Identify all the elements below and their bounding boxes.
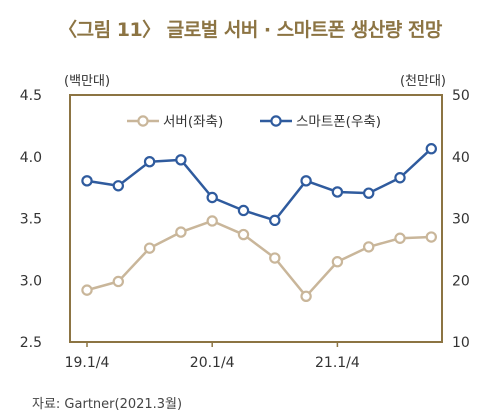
data-point-smartphone — [331, 186, 344, 198]
x-tick-label: 21.1/4 — [315, 355, 360, 371]
data-point-smartphone — [237, 204, 250, 217]
data-point-smartphone — [175, 154, 187, 166]
legend: 서버(좌축) 스마트폰(우축) — [127, 114, 381, 130]
data-point-server — [394, 232, 406, 244]
x-tick-label: 19.1/4 — [65, 355, 110, 371]
chart-title: 〈그림 11〉 글로벌 서버 · 스마트폰 생산량 전망 — [58, 19, 442, 41]
y-right-unit-label: (천만대) — [400, 74, 446, 89]
series-smartphone — [81, 143, 437, 227]
y-right-tick-label: 10 — [452, 335, 470, 351]
data-point-server — [206, 215, 218, 227]
legend-marker-server — [137, 115, 149, 127]
plot-frame — [69, 94, 443, 343]
source-note: 자료: Gartner(2021.3월) — [32, 397, 183, 412]
y-left-tick-label: 4.5 — [20, 88, 42, 104]
data-point-server — [331, 256, 344, 268]
series-layer — [81, 143, 437, 303]
y-left-tick-label: 3.5 — [20, 212, 42, 228]
y-right-tick-label: 40 — [452, 150, 470, 166]
axes-layer: (백만대) (천만대) 4.5 4.0 3.5 3.0 2.5 50 40 30 20 10 19.1/… — [20, 74, 470, 371]
y-right-tick-label: 30 — [452, 212, 470, 228]
data-point-server — [300, 290, 312, 303]
data-point-smartphone — [112, 180, 125, 192]
data-point-server — [175, 226, 187, 238]
series-server — [81, 215, 437, 303]
data-point-server — [363, 241, 375, 253]
data-point-smartphone — [269, 214, 281, 227]
data-point-server — [112, 275, 125, 288]
data-point-server — [425, 231, 437, 243]
legend-marker-smartphone — [270, 115, 282, 127]
data-point-smartphone — [363, 187, 375, 199]
data-point-smartphone — [81, 175, 93, 187]
data-point-server — [237, 228, 250, 241]
series-line-server — [86, 219, 432, 298]
legend-label-smartphone: 스마트폰(우축) — [296, 114, 381, 130]
data-point-server — [81, 284, 93, 296]
y-left-unit-label: (백만대) — [64, 74, 110, 89]
data-point-smartphone — [143, 155, 156, 168]
data-point-smartphone — [394, 172, 406, 184]
legend-label-server: 서버(좌축) — [163, 114, 223, 130]
x-tick-label: 20.1/4 — [190, 355, 235, 371]
y-right-tick-label: 50 — [452, 88, 470, 104]
data-point-smartphone — [300, 175, 312, 187]
y-right-tick-label: 20 — [452, 273, 470, 289]
series-line-smartphone — [86, 147, 433, 222]
y-left-tick-label: 2.5 — [20, 335, 42, 351]
data-point-server — [269, 252, 281, 264]
y-left-tick-label: 3.0 — [20, 273, 42, 289]
y-left-tick-label: 4.0 — [20, 150, 42, 166]
data-point-smartphone — [425, 143, 437, 155]
data-point-server — [143, 242, 156, 254]
data-point-smartphone — [206, 191, 218, 204]
